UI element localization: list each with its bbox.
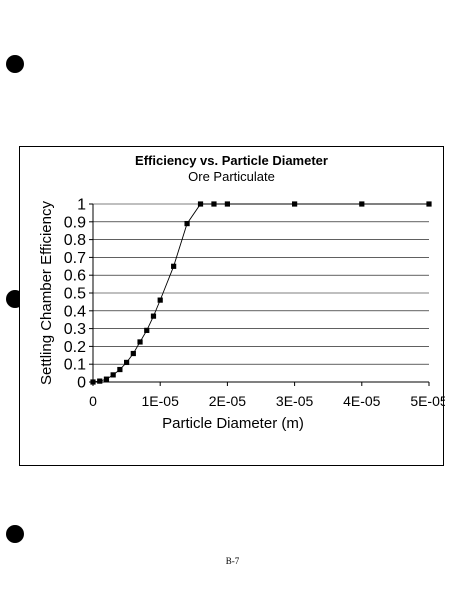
- y-tick-label-5: 0.5: [64, 286, 86, 303]
- data-point-0-11: [171, 263, 177, 269]
- x-axis-label: Particle Diameter (m): [162, 415, 304, 432]
- x-tick-label-3: 3E-05: [276, 393, 314, 409]
- data-point-0-16: [292, 201, 298, 207]
- y-tick-label-8: 0.8: [64, 232, 86, 249]
- data-point-0-3: [110, 372, 116, 378]
- y-tick-label-7: 0.7: [64, 250, 86, 267]
- chart-frame: Efficiency vs. Particle Diameter Ore Par…: [19, 146, 445, 466]
- y-tick-label-1: 0.1: [64, 357, 86, 374]
- data-point-0-12: [184, 220, 190, 227]
- y-tick-label-4: 0.4: [64, 303, 86, 320]
- data-point-0-6: [130, 350, 136, 357]
- data-point-0-9: [150, 313, 157, 319]
- y-tick-label-0: 0: [77, 375, 86, 392]
- data-point-0-10: [157, 297, 163, 303]
- y-tick-label-2: 0.2: [64, 339, 86, 356]
- y-tick-label-6: 0.6: [64, 268, 86, 285]
- x-tick-label-1: 1E-05: [142, 393, 180, 409]
- y-tick-label-3: 0.3: [64, 321, 86, 338]
- page-number: B-7: [225, 556, 240, 566]
- y-axis-label: Settling Chamber Efficiency: [38, 201, 55, 385]
- data-point-0-1: [97, 378, 103, 384]
- data-point-0-15: [224, 201, 230, 207]
- efficiency-chart: 00.10.20.30.40.50.60.70.80.910 1E-05 2E-05…: [38, 197, 445, 433]
- binder-hole-top: [6, 55, 24, 73]
- data-point-0-4: [117, 366, 123, 373]
- y-tick-label-9: 0.9: [64, 214, 86, 231]
- binder-hole-bottom: [6, 525, 24, 543]
- data-point-0-5: [124, 359, 130, 366]
- data-point-0-17: [359, 201, 365, 207]
- chart-subtitle: Ore Particulate: [188, 169, 275, 184]
- data-point-0-14: [211, 201, 217, 207]
- data-point-0-7: [137, 339, 143, 345]
- chart-title: Efficiency vs. Particle Diameter: [135, 153, 328, 168]
- x-tick-label-0: 0: [89, 393, 97, 409]
- data-point-0-0: [90, 379, 96, 385]
- data-point-0-13: [197, 201, 204, 207]
- x-tick-label-4: 4E-05: [343, 393, 381, 409]
- data-point-0-2: [103, 376, 110, 382]
- data-point-0-18: [426, 201, 432, 207]
- x-tick-label-5: 5E-05: [410, 393, 445, 409]
- x-tick-label-2: 2E-05: [209, 393, 247, 409]
- data-point-0-8: [144, 327, 150, 333]
- y-tick-label-10: 1: [77, 197, 86, 214]
